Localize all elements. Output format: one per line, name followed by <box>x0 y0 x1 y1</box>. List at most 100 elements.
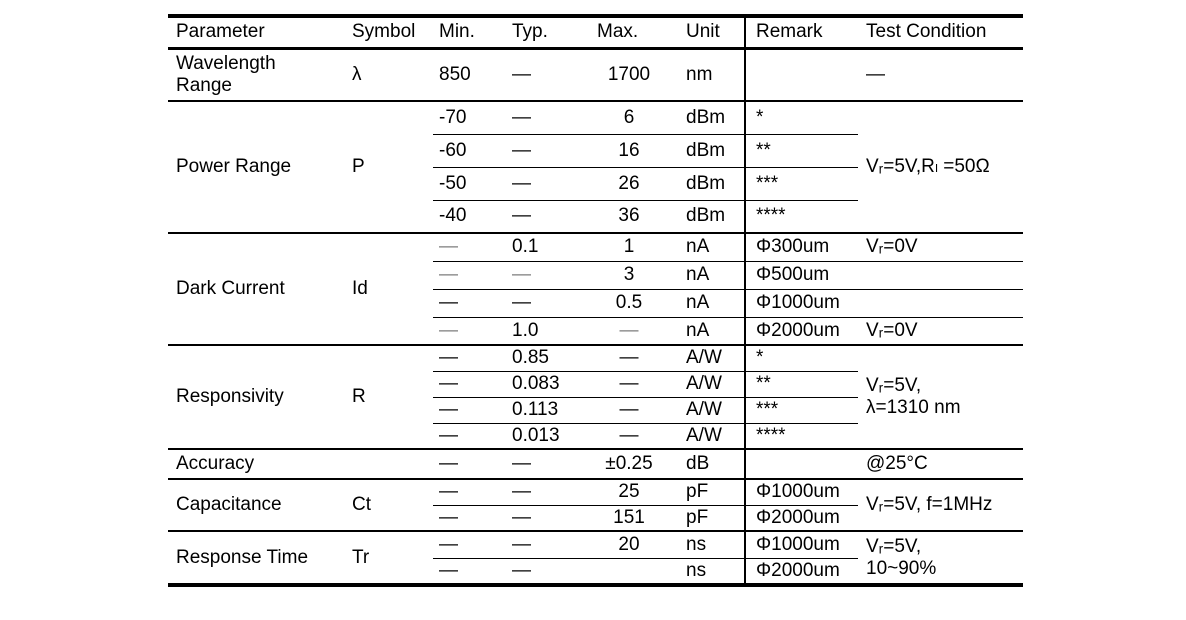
cell-max: 16 <box>578 134 662 168</box>
cell-test-condition: Vᵣ=5V, λ=1310 nm <box>858 344 1023 449</box>
cell-typ: 0.1 <box>498 232 578 262</box>
cell-min: — <box>433 371 498 398</box>
cell-unit: A/W <box>686 424 722 446</box>
cell-parameter: Dark Current <box>168 232 340 345</box>
cell-max: 1 <box>578 232 662 262</box>
cell-typ: — <box>498 134 578 168</box>
cell-typ: — <box>498 167 578 201</box>
cell-remark: * <box>744 100 858 135</box>
cell-typ: 0.113 <box>498 397 578 424</box>
column-header-unit: Unit <box>662 16 745 50</box>
cell-parameter: Power Range <box>168 100 340 233</box>
cell-min: -60 <box>433 134 498 168</box>
cell-parameter: Responsivity <box>168 344 340 449</box>
cell-min: — <box>433 397 498 424</box>
table-header: Parameter Symbol Min. Typ. Max. Unit Remark Tes… <box>168 16 1023 50</box>
table-row: —0.113— A/W *** <box>168 397 1023 424</box>
cell-remark: Φ2000um <box>744 558 858 585</box>
table-row: Responsivity R —0.85— A/W * Vᵣ=5V, λ=1310 nm <box>168 344 1023 449</box>
cell-typ: 0.083 <box>498 371 578 398</box>
cell-typ: — <box>512 559 531 581</box>
cell-unit: nA <box>662 261 745 290</box>
cell-unit: nA <box>662 232 745 262</box>
table-row: -60—16 dBm ** <box>168 134 1023 168</box>
cell-test-condition: @25°C <box>858 448 1023 479</box>
cell-remark: *** <box>744 167 858 201</box>
cell-max: — <box>619 424 639 446</box>
table-row: Response Time Tr — —20 ns Φ1000um Vᵣ=5V, 10~90… <box>168 530 1023 585</box>
cell-max: 151 <box>613 506 645 528</box>
cell-test-condition: Vᵣ=0V <box>866 319 918 341</box>
table-row: — — 151 pF Φ2000um <box>168 505 1023 531</box>
cell-unit: dB <box>662 448 745 479</box>
cell-symbol: P <box>340 100 433 233</box>
header-row: Parameter Symbol Min. Typ. Max. Unit Remark Tes… <box>168 16 1023 50</box>
cell-parameter: Wavelength Range <box>168 47 340 101</box>
cell-unit: ns <box>662 530 745 559</box>
cell-symbol: Ct <box>340 478 433 531</box>
cell-remark: Φ500um <box>744 261 858 290</box>
cell-unit: nA <box>662 289 745 318</box>
cell-typ: — <box>498 530 578 559</box>
cell-max: — <box>578 344 662 372</box>
cell-max: 0.5 <box>578 289 662 318</box>
datasheet-table-container: Parameter Symbol Min. Typ. Max. Unit Remark Tes… <box>168 14 1023 587</box>
table-row: —0.083— A/W ** <box>168 371 1023 398</box>
cell-max: ±0.25 <box>578 448 662 479</box>
cell-min: — <box>439 559 458 581</box>
column-header-parameter: Parameter <box>168 16 340 50</box>
cell-symbol: Tr <box>340 530 433 585</box>
cell-min: -70 <box>433 100 498 135</box>
cell-test-condition: Vᵣ=5V,Rₗ =50Ω <box>858 100 1023 233</box>
cell-test-condition <box>858 289 1023 318</box>
cell-typ: — <box>498 261 578 290</box>
cell-min: — <box>433 530 498 559</box>
cell-unit: dBm <box>686 205 726 227</box>
cell-test-condition: Vᵣ=0V <box>858 232 1023 262</box>
cell-min: — <box>439 424 458 446</box>
cell-remark <box>744 448 858 479</box>
cell-unit: pF <box>686 506 709 528</box>
cell-min: — <box>433 448 498 479</box>
cell-typ: — <box>498 289 578 318</box>
cell-symbol <box>340 448 433 479</box>
cell-min: — <box>433 478 498 506</box>
cell-remark: Φ1000um <box>744 289 858 318</box>
cell-symbol: λ <box>340 47 433 101</box>
cell-max: 6 <box>578 100 662 135</box>
cell-unit: dBm <box>662 167 745 201</box>
cell-unit: pF <box>662 478 745 506</box>
cell-remark: Φ1000um <box>744 530 858 559</box>
cell-remark: Φ2000um <box>744 317 858 345</box>
cell-unit: A/W <box>662 344 745 372</box>
cell-min: 850 <box>433 47 498 101</box>
cell-remark: Φ300um <box>744 232 858 262</box>
cell-unit: dBm <box>662 134 745 168</box>
cell-remark: **** <box>744 423 858 449</box>
cell-max <box>578 558 662 585</box>
cell-max: — <box>578 397 662 424</box>
cell-unit: ns <box>686 559 707 581</box>
cell-max: 26 <box>578 167 662 201</box>
table-row: Accuracy — — ±0.25 dB @25°C <box>168 448 1023 479</box>
cell-min: — <box>439 506 458 528</box>
cell-max: — <box>619 319 639 341</box>
cell-test-condition: Vᵣ=5V, 10~90% <box>858 530 1023 585</box>
cell-test-condition: — <box>858 47 1023 101</box>
cell-remark: ** <box>744 134 858 168</box>
cell-typ: — <box>512 506 531 528</box>
cell-remark <box>744 47 858 101</box>
cell-min: -50 <box>433 167 498 201</box>
spec-table: Parameter Symbol Min. Typ. Max. Unit Remark Tes… <box>168 14 1023 587</box>
table-row: — 1.0 — nA Φ2000um Vᵣ=0V <box>168 317 1023 345</box>
cell-remark: Φ2000um <box>744 505 858 531</box>
cell-max: 20 <box>578 530 662 559</box>
table-row: Capacitance Ct — —25 pF Φ1000um Vᵣ=5V, f=1MHz <box>168 478 1023 531</box>
cell-remark: ** <box>744 371 858 398</box>
cell-typ: — <box>498 448 578 479</box>
column-header-test: Test Condition <box>858 16 1023 50</box>
cell-remark: Φ1000um <box>744 478 858 506</box>
cell-unit: nA <box>686 319 710 341</box>
table-row: — 0.013 — A/W **** <box>168 423 1023 449</box>
